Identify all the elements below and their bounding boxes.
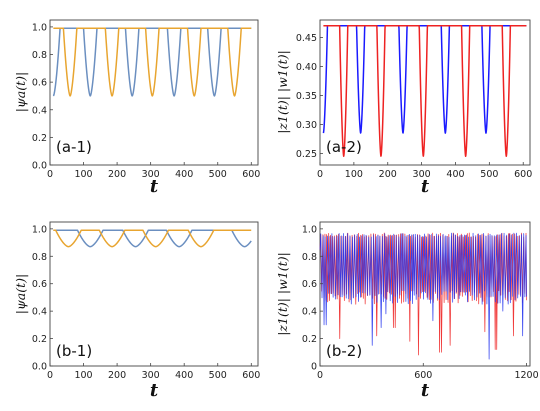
y-tick-label: 0.6: [32, 78, 47, 89]
y-tick-label: 0.6: [32, 279, 47, 290]
y-tick-label: 0.6: [302, 279, 317, 290]
x-tick-label: 0: [47, 169, 53, 180]
y-axis-label: |z1(t)| |w1(t)|: [275, 50, 290, 134]
y-tick-label: 0.4: [32, 105, 47, 116]
series-layer: [52, 27, 252, 97]
series-line: [52, 27, 252, 97]
series-line: [322, 25, 527, 158]
x-axis-label: t: [421, 380, 430, 401]
x-axis-label: t: [421, 176, 430, 197]
tick-layer: 0 100 200 300 400 500 600 0.25 0.30 0.35 0.40 0.45: [296, 33, 532, 180]
tick-layer: 0 100 200 300 400 500 600 0.0 0.2 0.4 0.6 0.8 1.0: [32, 224, 260, 381]
x-tick-label: 200: [108, 370, 126, 381]
panel-a1: 0 100 200 300 400 500 600 0.0 0.2 0.4 0.6 0.8 1.0 (a…: [13, 19, 260, 197]
plot-frame: [49, 221, 259, 367]
y-tick-label: 0.2: [32, 133, 47, 144]
panel-label: (b-1): [56, 342, 92, 360]
y-tick-label: 1.0: [302, 224, 317, 235]
x-tick-label: 300: [142, 370, 160, 381]
series-line: [52, 229, 252, 248]
panel-b2: 0 600 1200 0 0.2 0.4 0.6 0.8 1.0 (b-2) t |z1(t)|…: [275, 221, 539, 401]
x-tick-label: 600: [414, 370, 432, 381]
y-tick-label: 0: [311, 362, 317, 373]
panel-label: (a-1): [56, 138, 92, 156]
y-tick-label: 1.0: [32, 224, 47, 235]
y-tick-label: 0.2: [302, 334, 317, 345]
series-layer: [322, 25, 527, 158]
x-tick-label: 0: [47, 370, 53, 381]
x-tick-label: 200: [108, 169, 126, 180]
x-axis-label: t: [150, 380, 159, 401]
tick-layer: 0 100 200 300 400 500 600 0.0 0.2 0.4 0.6 0.8 1.0: [32, 22, 260, 180]
x-tick-label: 100: [74, 370, 92, 381]
series-line: [319, 232, 527, 360]
x-tick-label: 300: [142, 169, 160, 180]
panel-label: (b-2): [326, 342, 362, 360]
y-tick-label: 0.8: [32, 252, 47, 263]
y-tick-label: 1.0: [32, 22, 47, 33]
x-tick-label: 600: [242, 169, 260, 180]
x-tick-label: 200: [379, 169, 397, 180]
plot-frame: [319, 221, 531, 367]
panel-b1: 0 100 200 300 400 500 600 0.0 0.2 0.4 0.6 0.8 1.0 (b…: [13, 221, 260, 401]
y-tick-label: 0.8: [32, 50, 47, 61]
y-axis-label: |z1(t)| |w1(t)|: [275, 252, 290, 336]
x-tick-label: 0: [317, 370, 323, 381]
y-tick-label: 0.45: [296, 33, 317, 44]
x-tick-label: 500: [480, 169, 498, 180]
panel-a2: 0 100 200 300 400 500 6000.250.300.350.400.45 …: [275, 19, 532, 197]
x-axis-label: t: [150, 176, 159, 197]
y-axis-label: |ψa(t)|: [13, 274, 28, 314]
x-tick-label: 600: [242, 370, 260, 381]
x-tick-label: 600: [514, 169, 532, 180]
series-layer: [52, 229, 252, 248]
x-tick-label: 0: [317, 169, 323, 180]
y-tick-label: 0.40: [296, 62, 317, 73]
x-tick-label: 500: [209, 370, 227, 381]
y-tick-label: 0.30: [296, 120, 317, 131]
y-tick-label: 0.0: [32, 161, 47, 172]
panel-label: (a-2): [326, 138, 362, 156]
y-axis-label: |ψa(t)|: [13, 72, 28, 112]
y-tick-label: 0.8: [302, 252, 317, 263]
y-tick-label: 0.0: [32, 362, 47, 373]
x-tick-label: 300: [413, 169, 431, 180]
tick-layer: 0 600 1200 0 0.2 0.4 0.6 0.8 1.0: [302, 224, 539, 381]
x-tick-label: 400: [175, 169, 193, 180]
y-tick-label: 0.4: [32, 307, 47, 318]
series-layer: [319, 232, 527, 360]
y-tick-label: 0.4: [302, 307, 317, 318]
x-tick-label: 500: [209, 169, 227, 180]
x-tick-label: 400: [446, 169, 464, 180]
y-tick-label: 0.2: [32, 334, 47, 345]
plot-frame: [49, 19, 259, 166]
y-tick-label: 0.25: [296, 149, 317, 160]
x-tick-label: 100: [74, 169, 92, 180]
x-tick-label: 100: [345, 169, 363, 180]
series-line: [52, 27, 252, 97]
x-tick-label: 1200: [514, 370, 538, 381]
x-tick-label: 400: [175, 370, 193, 381]
y-tick-label: 0.35: [296, 91, 317, 102]
plot-frame: [319, 19, 531, 166]
